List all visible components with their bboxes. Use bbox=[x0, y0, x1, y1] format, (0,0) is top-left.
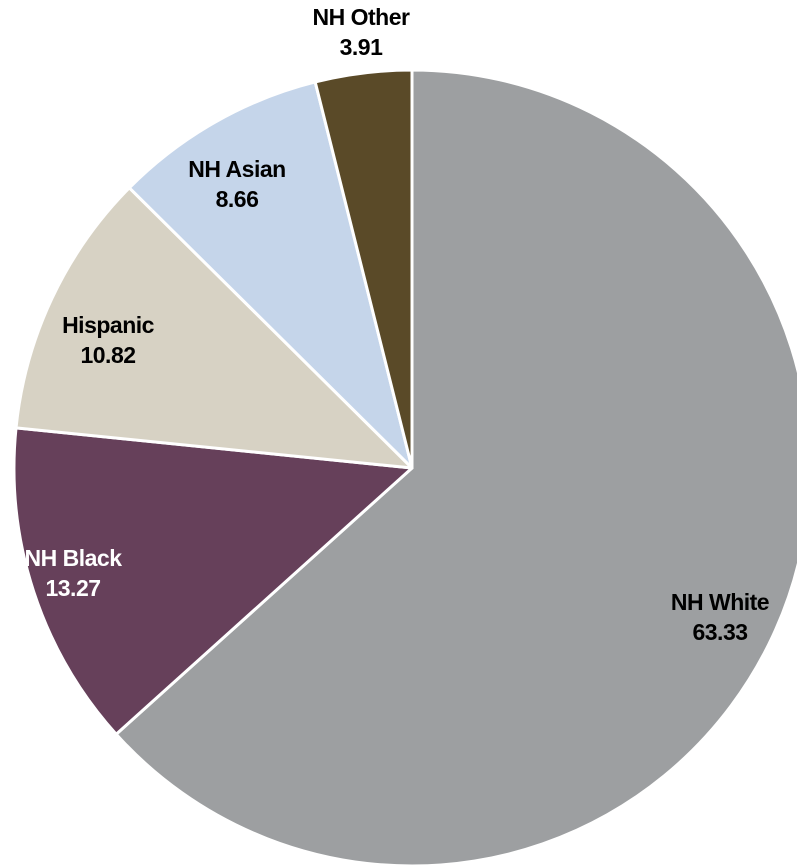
pie-slice-nh-other bbox=[313, 68, 414, 470]
slice-category-label: NH White bbox=[671, 589, 769, 615]
slice-value-label: 63.33 bbox=[692, 619, 747, 645]
slice-category-label: NH Black bbox=[25, 545, 123, 571]
slices-layer bbox=[12, 68, 797, 867]
slice-category-label: Hispanic bbox=[62, 312, 155, 338]
slice-label-group: NH Other 3.91 bbox=[313, 4, 411, 60]
slice-label-group: NH White 63.33 bbox=[671, 589, 770, 645]
slice-value-label: 3.91 bbox=[340, 34, 383, 60]
pie-slice-nh-asian bbox=[127, 80, 414, 470]
slice-category-label: NH Other bbox=[313, 4, 411, 30]
pie-slice-nh-white bbox=[114, 68, 797, 867]
slice-label-group: Hispanic 10.82 bbox=[62, 312, 155, 368]
slice-label-group: NH Asian 8.66 bbox=[188, 156, 286, 212]
pie-slice-nh-black bbox=[12, 426, 414, 736]
slice-value-label: 8.66 bbox=[216, 186, 259, 212]
slice-value-label: 10.82 bbox=[80, 342, 135, 368]
slice-value-label: 13.27 bbox=[45, 575, 100, 601]
slice-label-group: NH Black 13.27 bbox=[25, 545, 123, 601]
labels-layer: NH White 63.33 NH Black 13.27 Hispanic 10.82 N… bbox=[25, 4, 770, 645]
slice-category-label: NH Asian bbox=[188, 156, 285, 182]
pie-slice-hispanic bbox=[14, 186, 414, 470]
